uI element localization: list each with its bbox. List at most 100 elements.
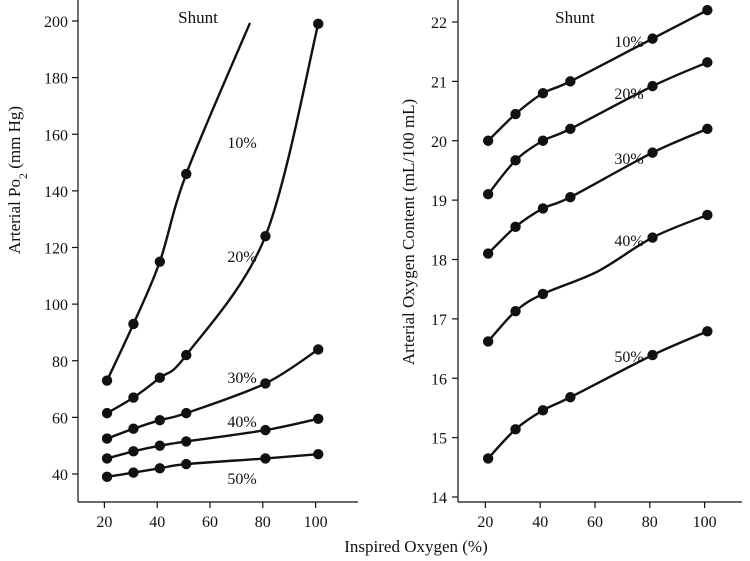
data-point [482,135,494,146]
y-axis-label: Arterial Oxygen Content (mL/100 mL) [399,99,418,365]
data-point [128,467,139,478]
y-tick-label: 120 [44,241,68,258]
data-point [565,392,576,403]
data-point [510,424,521,435]
series-lines [105,22,320,479]
data-point [154,440,166,451]
x-tick-label: 40 [532,514,548,531]
data-point [647,147,658,158]
y-tick-label: 60 [52,410,68,427]
y-tick-label: 14 [431,490,447,507]
data-point [482,248,494,259]
data-point [510,305,521,317]
series-label-30: 30% [227,370,256,387]
y-tick-label: 100 [44,297,68,314]
x-tick-label: 80 [255,514,271,531]
data-point [702,4,713,16]
data-point [647,349,658,361]
data-point [482,453,494,464]
x-tick-label: 20 [477,514,493,531]
shunt-annotation: Shunt [178,8,218,27]
data-point [101,453,113,464]
chart-arterial-po2: 20 40 60 80 100 40 60 80 100 120 140 160 180 200 Shu… [5,0,358,531]
x-tick-label: 80 [642,514,658,531]
data-point [260,453,271,464]
y-tick-label: 18 [431,253,447,270]
data-point [181,407,192,419]
data-point [313,413,324,424]
y-tick-label: 20 [431,134,447,151]
data-point [510,108,521,120]
data-point [702,57,713,68]
y-tick-label: 200 [44,14,68,31]
data-point [565,76,576,87]
series-label-40: 40% [614,233,643,250]
y-tick-label: 140 [44,184,68,201]
series-line-1 [486,61,709,196]
x-tick-label: 20 [96,514,112,531]
y-ticks: 14 15 16 17 18 19 20 21 22 [431,15,458,507]
data-point [313,448,324,460]
x-tick-label: 60 [587,514,603,531]
series-line-3 [486,213,709,343]
data-point [510,221,521,233]
series-label-20: 20% [227,249,256,266]
series-points [101,18,324,483]
data-point [260,424,271,436]
data-point [537,405,549,416]
series-line-4 [486,330,709,460]
data-point [260,230,271,242]
data-point [128,392,139,403]
x-tick-label: 40 [149,514,165,531]
data-point [537,135,549,146]
data-point [128,446,139,457]
data-point [128,318,139,330]
data-point [702,209,713,221]
series-line-4 [105,452,320,479]
y-tick-label: 22 [431,15,447,32]
data-point [537,88,549,99]
y-axis-label-unit: (mm Hg) [5,106,24,173]
data-point [647,80,658,92]
data-point [482,188,494,200]
data-point [154,415,166,426]
y-tick-label: 16 [431,371,447,388]
shunt-annotation: Shunt [555,8,595,27]
data-point [128,423,139,434]
data-point [565,191,576,203]
x-ticks: 20 40 60 80 100 [477,502,717,531]
series-label-20: 20% [614,86,643,103]
y-tick-label: 15 [431,431,447,448]
data-point [702,326,713,337]
x-tick-label: 60 [202,514,218,531]
data-point [537,288,549,300]
series-label-40: 40% [227,414,256,431]
x-ticks: 20 40 60 80 100 [96,502,328,531]
y-ticks: 40 60 80 100 120 140 160 180 200 [44,14,78,484]
x-tick-label: 100 [304,514,328,531]
y-tick-label: 40 [52,467,68,484]
series-line-2 [486,127,709,255]
data-point [181,349,192,361]
y-tick-label: 19 [431,193,447,210]
series-label-10: 10% [614,34,643,51]
series-line-1 [105,22,320,415]
data-point [702,123,713,135]
data-point [313,344,324,355]
y-tick-label: 21 [431,74,447,91]
data-point [181,168,192,180]
data-point [154,256,166,267]
y-tick-label: 180 [44,71,68,88]
series-lines [486,8,709,460]
data-point [154,372,166,383]
series-label-50: 50% [227,471,256,488]
series-label-50: 50% [614,349,643,366]
data-point [565,123,576,135]
series-line-3 [105,417,320,460]
data-point [482,336,494,347]
data-point [647,232,658,243]
series-points [482,4,713,464]
x-tick-label: 100 [693,514,717,531]
data-point [101,471,113,483]
